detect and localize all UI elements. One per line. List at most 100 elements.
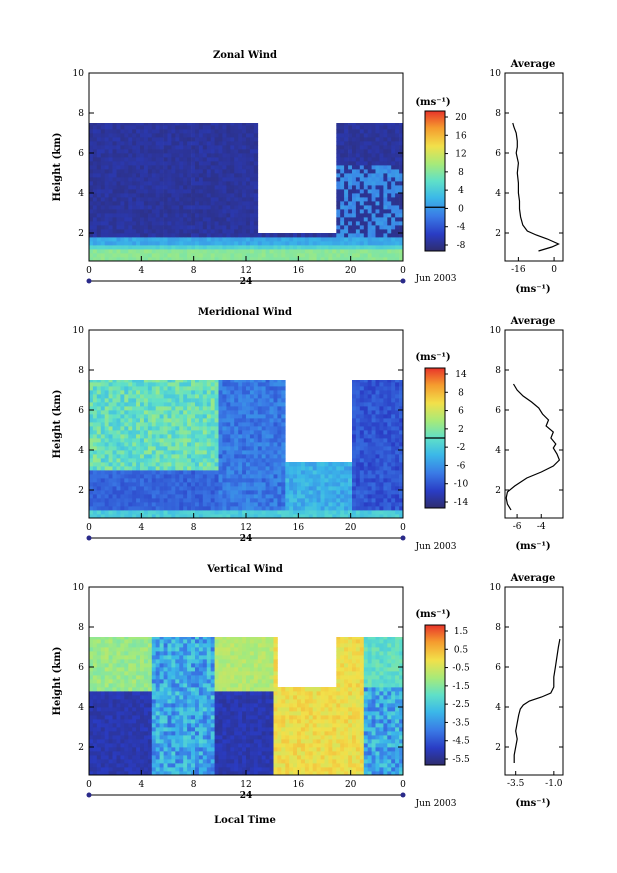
heatmap-cell [336, 229, 341, 234]
heatmap-cell [183, 486, 188, 491]
heatmap-cell [230, 161, 235, 166]
heatmap-cell [183, 165, 188, 170]
heatmap-cell [202, 173, 208, 178]
heatmap-cell [344, 233, 349, 238]
heatmap-cell [391, 165, 396, 170]
heatmap-cell [104, 123, 109, 126]
heatmap-cell [234, 418, 239, 423]
heatmap-cell [246, 406, 251, 411]
heatmap-cell [348, 169, 353, 174]
heatmap-cell [147, 137, 153, 142]
heatmap-cell [348, 165, 353, 170]
heatmap-cell [355, 209, 361, 214]
heatmap-cell [367, 450, 372, 455]
heatmap-cell [242, 446, 247, 451]
heatmap-cell [395, 217, 400, 222]
heatmap-cell [147, 229, 153, 234]
heatmap-cell [171, 173, 176, 178]
heatmap-cell [297, 241, 302, 246]
heatmap-cell [383, 502, 388, 507]
heatmap-cell [187, 474, 192, 479]
heatmap-cell [281, 490, 286, 495]
heatmap-cell [395, 141, 400, 146]
heatmap-cell [132, 133, 137, 138]
heatmap-cell [391, 514, 396, 519]
heatmap-cell [363, 205, 369, 210]
heatmap-cell [336, 165, 341, 170]
heatmap-cell [379, 165, 384, 170]
heatmap-cell [328, 498, 333, 503]
heatmap-cell [340, 153, 345, 158]
heatmap-cell [116, 494, 121, 499]
heatmap-cell [253, 422, 259, 427]
heatmap-cell [112, 165, 117, 170]
heatmap-cell [214, 185, 219, 190]
heatmap-cell [124, 502, 129, 507]
heatmap-cell [269, 418, 274, 423]
heatmap-cell [175, 185, 180, 190]
heatmap-cell [187, 229, 192, 234]
heatmap-cell [312, 257, 317, 262]
heatmap-cell [187, 177, 192, 182]
heatmap-cell [120, 213, 125, 218]
heatmap-cell [159, 406, 164, 411]
heatmap-cell [383, 390, 388, 395]
heatmap-cell [96, 434, 102, 439]
heatmap-cell [140, 161, 145, 166]
heatmap-cell [120, 478, 125, 483]
heatmap-cell [206, 414, 212, 419]
heatmap-cell [379, 173, 384, 178]
heatmap-cell [226, 149, 231, 154]
heatmap-cell [120, 510, 125, 515]
heatmap-cell [124, 382, 129, 387]
heatmap-cell [183, 197, 188, 202]
heatmap-cell [344, 514, 349, 519]
heatmap-cell [104, 221, 109, 226]
heatmap-cell [379, 141, 384, 146]
heatmap-cell [242, 165, 247, 170]
heatmap-cell [202, 205, 208, 210]
heatmap-cell [253, 221, 259, 226]
heatmap-cell [179, 241, 184, 246]
heatmap-cell [289, 514, 294, 519]
heatmap-cell [183, 482, 188, 487]
heatmap-cell [355, 402, 361, 407]
heatmap-cell [89, 237, 94, 242]
heatmap-cell [395, 173, 400, 178]
heatmap-cell [175, 380, 180, 383]
heatmap-cell [155, 390, 160, 395]
heatmap-cell [300, 502, 306, 507]
heatmap-cell [92, 157, 98, 162]
heatmap-cell [340, 125, 345, 130]
heatmap-cell [348, 510, 353, 515]
heatmap-cell [226, 129, 231, 134]
heatmap-cell [399, 470, 404, 475]
heatmap-cell [297, 490, 302, 495]
heatmap-cell [136, 157, 141, 162]
heatmap-cell [316, 510, 321, 515]
heatmap-cell [375, 185, 380, 190]
heatmap-cell [147, 470, 153, 475]
heatmap-cell [187, 390, 192, 395]
heatmap-cell [100, 193, 106, 198]
heatmap-cell [234, 510, 239, 515]
heatmap-cell [340, 245, 345, 250]
heatmap-cell [96, 731, 102, 736]
heatmap-cell [191, 165, 196, 170]
heatmap-cell [163, 446, 168, 451]
heatmap-cell [92, 647, 98, 652]
heatmap-cell [163, 502, 168, 507]
heatmap-cell [363, 422, 369, 427]
heatmap-cell [261, 506, 266, 511]
heatmap-cell [159, 229, 164, 234]
heatmap-cell [332, 470, 337, 475]
heatmap-cell [359, 257, 365, 262]
heatmap-cell [234, 382, 239, 387]
heatmap-cell [324, 257, 329, 262]
heatmap-cell [371, 241, 376, 246]
heatmap-cell [257, 458, 263, 463]
heatmap-cell [175, 442, 180, 447]
heatmap-cell [96, 241, 102, 246]
heatmap-cell [191, 249, 196, 254]
